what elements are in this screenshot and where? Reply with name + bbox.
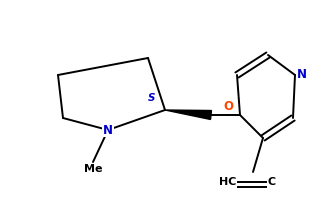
Text: N: N xyxy=(103,124,113,136)
Polygon shape xyxy=(165,110,211,120)
Text: C: C xyxy=(268,177,276,187)
Text: Me: Me xyxy=(84,164,102,174)
Text: N: N xyxy=(297,69,307,81)
Text: O: O xyxy=(223,99,233,113)
Text: HC: HC xyxy=(219,177,237,187)
Text: S: S xyxy=(148,93,156,103)
